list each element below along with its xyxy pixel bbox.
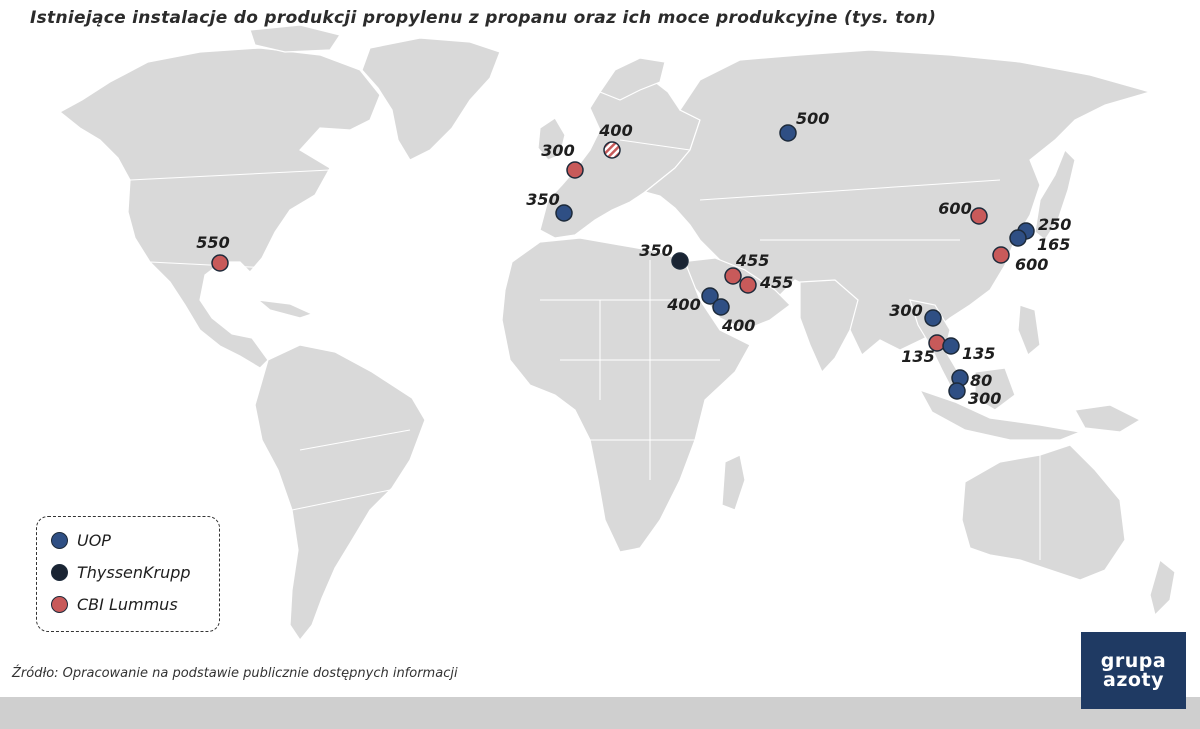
landmass-indonesia <box>918 388 1083 441</box>
footer-bar <box>0 697 1200 729</box>
plant-marker <box>555 204 573 222</box>
plant-marker <box>739 276 757 294</box>
capacity-label: 300 <box>889 301 922 320</box>
landmass-uk <box>537 117 566 161</box>
landmass-borneo <box>974 367 1016 411</box>
landmass-madagascar <box>721 454 746 511</box>
landmass-asia <box>643 49 1153 356</box>
plant-marker <box>712 298 730 316</box>
capacity-label: 455 <box>735 251 769 270</box>
landmass-new-guinea <box>1074 404 1142 433</box>
capacity-label: 455 <box>759 273 793 292</box>
capacity-label: 400 <box>666 295 700 314</box>
landmass-arctic-islands <box>249 24 341 53</box>
plant-marker <box>603 141 621 159</box>
legend-swatch-cbi-lummus <box>51 596 68 613</box>
landmass-north-america <box>58 47 381 369</box>
country-borders <box>129 139 1041 560</box>
landmass-scandinavia <box>599 57 666 101</box>
landmass-arabia <box>679 257 791 331</box>
legend-item-cbi-lummus: CBI Lummus <box>51 595 178 614</box>
landmass-japan <box>1034 148 1076 241</box>
legend-label-thyssenkrupp: ThyssenKrupp <box>77 563 191 582</box>
landmass-greenland <box>361 37 501 161</box>
grupa-azoty-logo: grupa azoty <box>1081 632 1186 709</box>
legend-label-cbi-lummus: CBI Lummus <box>77 595 178 614</box>
plant-marker <box>948 382 966 400</box>
landmass-australia <box>961 444 1126 581</box>
logo-line-2: azoty <box>1103 668 1164 691</box>
plant-marker <box>211 254 229 272</box>
capacity-label: 550 <box>196 233 229 252</box>
capacity-label: 300 <box>968 389 1001 408</box>
legend-label-uop: UOP <box>77 531 111 550</box>
landmass-new-zealand <box>1149 558 1176 617</box>
landmass-south-america <box>254 344 426 642</box>
landmass-india <box>799 279 859 374</box>
capacity-label: 350 <box>526 190 559 209</box>
plant-marker <box>924 309 942 327</box>
legend: UOP ThyssenKrupp CBI Lummus <box>36 516 220 632</box>
capacity-label: 80 <box>970 371 992 390</box>
plant-marker <box>701 287 719 305</box>
source-note: Źródło: Opracowanie na podstawie publicz… <box>12 666 458 681</box>
legend-swatch-uop <box>51 532 68 549</box>
capacity-label: 400 <box>721 316 755 335</box>
capacity-label: 135 <box>962 344 995 363</box>
landmass-africa <box>501 237 751 553</box>
plant-marker <box>779 124 797 142</box>
legend-item-uop: UOP <box>51 531 111 550</box>
capacity-label: 400 <box>598 121 632 140</box>
plant-marker <box>970 207 988 225</box>
capacity-label: 500 <box>796 109 829 128</box>
logo-line-1: grupa <box>1100 649 1167 672</box>
capacity-label: 350 <box>639 241 672 260</box>
landmass-philippines <box>1017 304 1041 356</box>
plant-marker <box>942 337 960 355</box>
landmasses <box>58 24 1176 642</box>
plant-marker <box>724 267 742 285</box>
map-title: Istniejące instalacje do produkcji propy… <box>30 8 937 28</box>
legend-item-thyssenkrupp: ThyssenKrupp <box>51 563 191 582</box>
capacity-label: 165 <box>1037 235 1070 254</box>
plant-marker <box>992 246 1010 264</box>
capacity-label: 600 <box>1015 255 1048 274</box>
capacity-label: 600 <box>938 199 971 218</box>
capacity-label: 300 <box>541 141 574 160</box>
plant-marker <box>566 161 584 179</box>
capacity-label: 135 <box>901 347 934 366</box>
landmass-caribbean <box>256 299 314 319</box>
capacity-label: 250 <box>1038 215 1071 234</box>
plant-marker <box>671 252 689 270</box>
legend-swatch-thyssenkrupp <box>51 564 68 581</box>
plant-marker <box>1009 229 1027 247</box>
